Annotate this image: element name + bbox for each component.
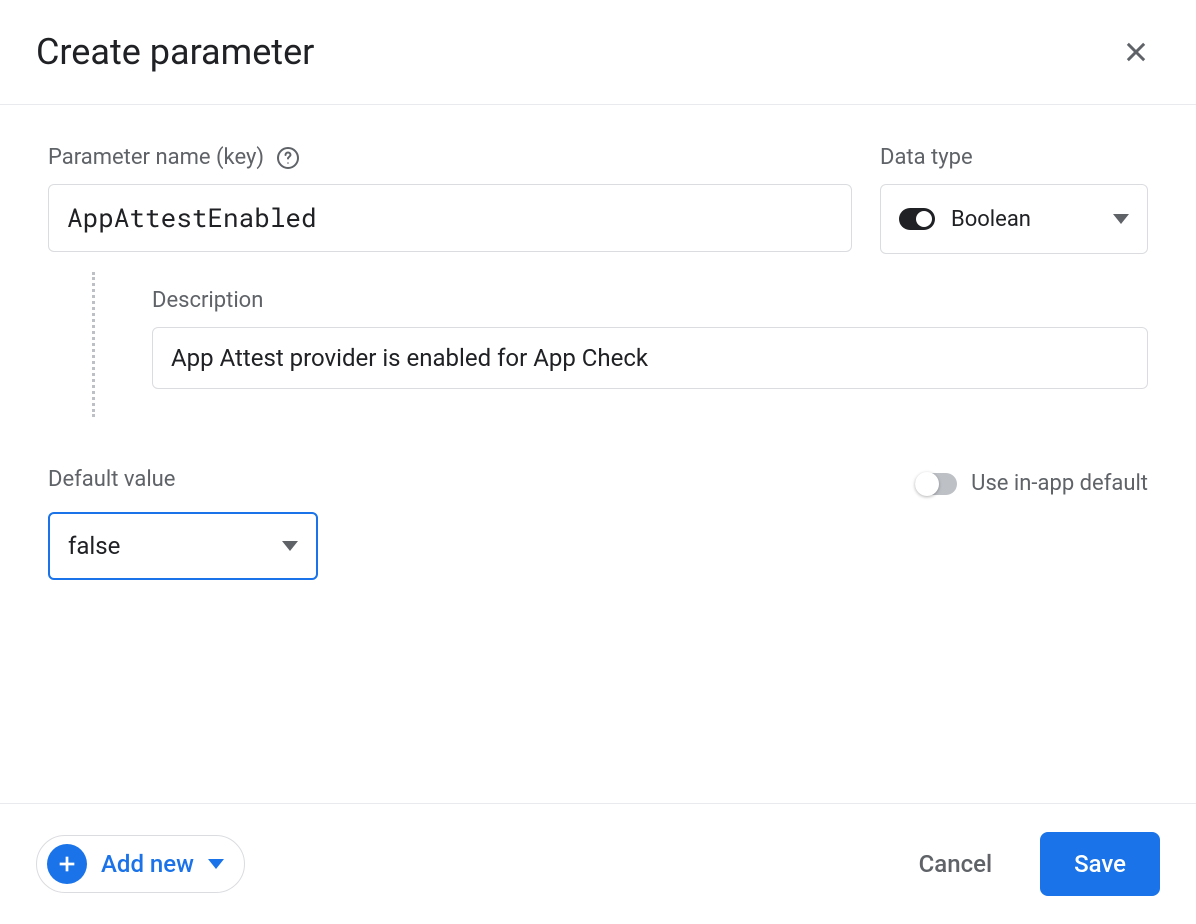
dialog-content: Parameter name (key) Data type	[0, 105, 1196, 803]
save-button[interactable]: Save	[1040, 832, 1160, 896]
inapp-default-toggle[interactable]	[915, 473, 957, 495]
parameter-name-input[interactable]	[48, 184, 852, 252]
dialog-footer: Add new Cancel Save	[0, 803, 1196, 924]
data-type-label: Data type	[880, 145, 1148, 170]
plus-icon	[47, 844, 87, 884]
parameter-name-column: Parameter name (key)	[48, 145, 852, 252]
inapp-default-toggle-group: Use in-app default	[915, 471, 1148, 496]
close-icon	[1122, 38, 1150, 66]
dialog-title: Create parameter	[36, 31, 314, 73]
add-new-button[interactable]: Add new	[36, 835, 245, 893]
boolean-type-icon	[899, 208, 935, 230]
default-value-label: Default value	[48, 467, 318, 492]
inapp-default-label: Use in-app default	[971, 471, 1148, 496]
data-type-selected: Boolean	[899, 207, 1031, 232]
help-icon[interactable]	[276, 146, 300, 170]
default-value-section: Default value false Use in-app default	[48, 467, 1148, 580]
description-label: Description	[152, 288, 1148, 313]
parameter-name-label: Parameter name (key)	[48, 145, 852, 170]
footer-actions: Cancel Save	[907, 832, 1160, 896]
close-button[interactable]	[1112, 28, 1160, 76]
data-type-select[interactable]: Boolean	[880, 184, 1148, 254]
create-parameter-dialog: Create parameter Parameter name (key)	[0, 0, 1196, 924]
row-name-type: Parameter name (key) Data type	[48, 145, 1148, 254]
chevron-down-icon	[282, 541, 298, 551]
data-type-text: Boolean	[951, 207, 1031, 232]
default-value-select[interactable]: false	[48, 512, 318, 580]
parameter-name-label-text: Parameter name (key)	[48, 145, 264, 170]
data-type-column: Data type Boolean	[880, 145, 1148, 254]
description-section: Description	[48, 272, 1148, 389]
cancel-button[interactable]: Cancel	[907, 840, 1004, 888]
chevron-down-icon	[1113, 214, 1129, 224]
description-content: Description	[96, 272, 1148, 389]
chevron-down-icon	[208, 859, 224, 869]
add-new-label: Add new	[101, 850, 194, 878]
default-value-text: false	[68, 532, 120, 560]
tree-connector	[48, 272, 96, 389]
dialog-header: Create parameter	[0, 0, 1196, 105]
description-input[interactable]	[152, 327, 1148, 389]
default-value-column: Default value false	[48, 467, 318, 580]
